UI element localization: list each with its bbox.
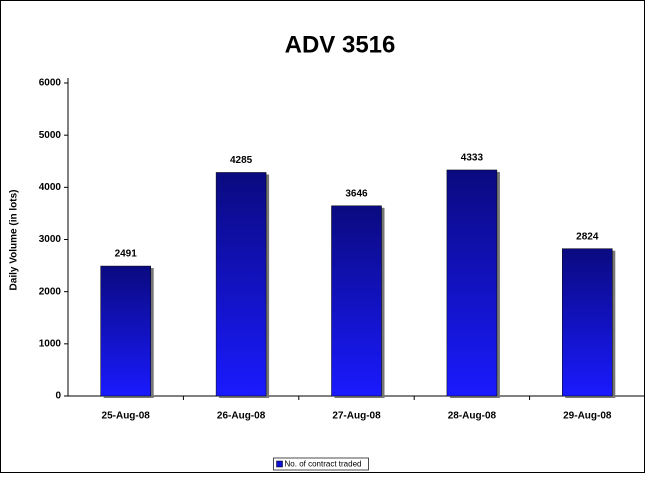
value-label: 2491 [115,249,138,260]
bar [100,265,151,397]
y-tick-label: 0 [55,391,61,402]
x-tick-label: 25-Aug-08 [102,411,151,422]
value-label: 3646 [345,188,368,199]
y-tick-label: 2000 [39,286,62,297]
y-tick-label: 3000 [39,234,62,245]
legend-box [273,457,369,471]
legend-label: No. of contract traded [285,460,362,469]
x-tick-label: 28-Aug-08 [448,411,497,422]
y-tick-label: 1000 [39,338,62,349]
bar [562,248,613,397]
bar [446,169,498,397]
y-tick-label: 5000 [39,130,62,141]
x-tick-label: 27-Aug-08 [332,411,381,422]
x-tick-label: 29-Aug-08 [563,411,612,422]
x-tick-label: 26-Aug-08 [217,411,266,422]
legend-swatch [276,460,283,468]
chart-title: ADV 3516 [285,31,396,58]
bar [331,205,382,397]
value-label: 2824 [576,231,599,242]
value-label: 4333 [461,153,484,164]
y-tick-label: 6000 [39,78,62,89]
bar [215,172,267,397]
y-tick-label: 4000 [39,182,62,193]
y-axis-label: Daily Volume (in lots) [9,190,20,291]
value-label: 4285 [230,155,253,166]
